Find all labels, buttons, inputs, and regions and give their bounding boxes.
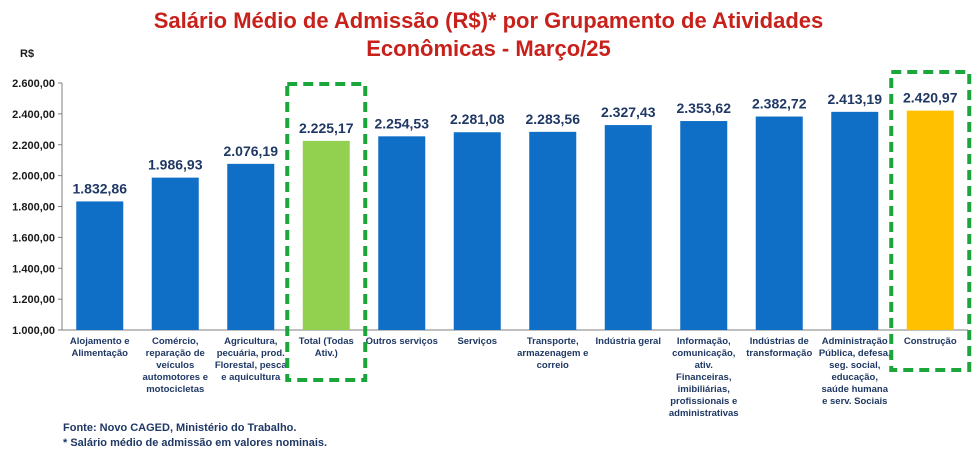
bar-value-label: 1.832,86 (73, 180, 128, 196)
x-category-label: Indústrias de transformação (746, 336, 812, 359)
x-category-label: Administração Pública, defesa, seg. social… (819, 336, 891, 407)
bar-value-label: 2.254,53 (375, 115, 430, 131)
bar-value-label: 2.281,08 (450, 111, 505, 127)
bar (453, 132, 501, 330)
x-category-label: Informação, comunicação, ativ. Financeiras,… (669, 336, 739, 419)
x-category-label-line: e aquicultura (221, 372, 281, 383)
x-category-label-line: administrativas (669, 408, 739, 419)
bar-value-label: 2.413,19 (828, 91, 883, 107)
y-tick-label: 2.200,00 (12, 140, 55, 152)
x-category-label: Indústria geral (596, 336, 661, 347)
bar-value-label: 2.327,43 (601, 104, 656, 120)
bar-value-label: 2.382,72 (752, 96, 807, 112)
x-category-label-line: Construção (904, 336, 957, 347)
x-category-label-line: Outros serviços (366, 336, 438, 347)
bar (227, 163, 275, 330)
x-category-label-line: e serv. Sociais (822, 396, 887, 407)
x-category-label-line: Informação, (677, 336, 731, 347)
bar (680, 121, 728, 330)
x-category-label-line: veículos (156, 360, 194, 371)
y-tick-label: 2.600,00 (12, 78, 55, 90)
x-category-label-line: comunicação, (672, 348, 735, 359)
x-category-label-line: correio (537, 360, 569, 371)
x-category-label: Transporte, armazenagem e correio (517, 336, 588, 371)
bar-value-label: 2.076,19 (224, 143, 279, 159)
highlight-box (285, 82, 368, 382)
footnote-note: * Salário médio de admissão em valores n… (63, 437, 328, 449)
x-category-label-line: Alojamento e (70, 336, 130, 347)
x-category-label-line: Total (Todas (299, 336, 354, 347)
bar (529, 131, 577, 330)
highlight-box (889, 70, 972, 372)
x-category-label-line: Comércio, (152, 336, 198, 347)
x-category-label: Agricultura, pecuária, prod. Florestal, pe… (215, 336, 288, 383)
bar (76, 201, 124, 330)
x-category-label-line: saúde humana (821, 384, 888, 395)
y-tick-label: 1.800,00 (12, 202, 55, 214)
x-category-label-line: educação, (832, 372, 878, 383)
x-category-label-line: Ativ.) (315, 348, 338, 359)
x-category-label-line: transformação (746, 348, 812, 359)
x-category-label-line: Indústrias de (750, 336, 809, 347)
x-category-label-line: imibiliárias, (678, 384, 730, 395)
x-category-label-line: profissionais e (670, 396, 737, 407)
x-category-label-line: seg. social, (829, 360, 880, 371)
x-category-label: Construção (904, 336, 957, 347)
bar (755, 116, 803, 330)
bar-value-label: 2.225,17 (299, 120, 354, 136)
x-category-label-line: Administração (822, 336, 888, 347)
bar (604, 125, 652, 330)
chart-title-line-2: Econômicas - Março/25 (366, 36, 611, 61)
x-category-label-line: Pública, defesa, (819, 348, 891, 359)
x-category-label-line: pecuária, prod. (217, 348, 285, 359)
x-category-label-line: automotores e (143, 372, 208, 383)
x-category-label: Alojamento e Alimentação (70, 336, 130, 359)
y-tick-label: 1.000,00 (12, 325, 55, 337)
bar-value-label: 1.986,93 (148, 157, 203, 173)
x-category-label-line: motocicletas (146, 384, 204, 395)
y-tick-label: 1.200,00 (12, 294, 55, 306)
bar-value-label: 2.353,62 (677, 100, 732, 116)
bar (378, 136, 426, 330)
x-category-label: Serviços (457, 336, 497, 347)
bar-value-label: 2.283,56 (526, 111, 581, 127)
bar (151, 177, 199, 330)
x-category-label-line: Alimentação (72, 348, 129, 359)
x-category-label: Total (Todas Ativ.) (299, 336, 354, 359)
x-category-label-line: Indústria geral (596, 336, 661, 347)
x-category-label-line: reparação de (146, 348, 205, 359)
y-tick-label: 2.000,00 (12, 171, 55, 183)
y-tick-label: 1.400,00 (12, 263, 55, 275)
x-category-label-line: Agricultura, (224, 336, 277, 347)
x-category-label-line: Serviços (457, 336, 497, 347)
x-category-label-line: Transporte, (527, 336, 579, 347)
x-category-label-line: Financeiras, (676, 372, 731, 383)
bar (302, 140, 350, 330)
x-category-label-line: Florestal, pesca (215, 360, 288, 371)
y-axis-unit-label: R$ (20, 48, 35, 60)
bar (906, 110, 954, 330)
x-category-label-line: ativ. (695, 360, 713, 371)
bar-value-label: 2.420,97 (903, 90, 958, 106)
y-tick-label: 2.400,00 (12, 109, 55, 121)
y-tick-label: 1.600,00 (12, 232, 55, 244)
bar (831, 111, 879, 330)
chart-title-line-1: Salário Médio de Admissão (R$)* por Grup… (153, 8, 824, 33)
x-category-label: Outros serviços (366, 336, 438, 347)
footnote-source: Fonte: Novo CAGED, Ministério do Trabalh… (63, 422, 297, 434)
x-category-label: Comércio, reparação de veículos automotores… (143, 336, 208, 395)
x-category-label-line: armazenagem e (517, 348, 588, 359)
